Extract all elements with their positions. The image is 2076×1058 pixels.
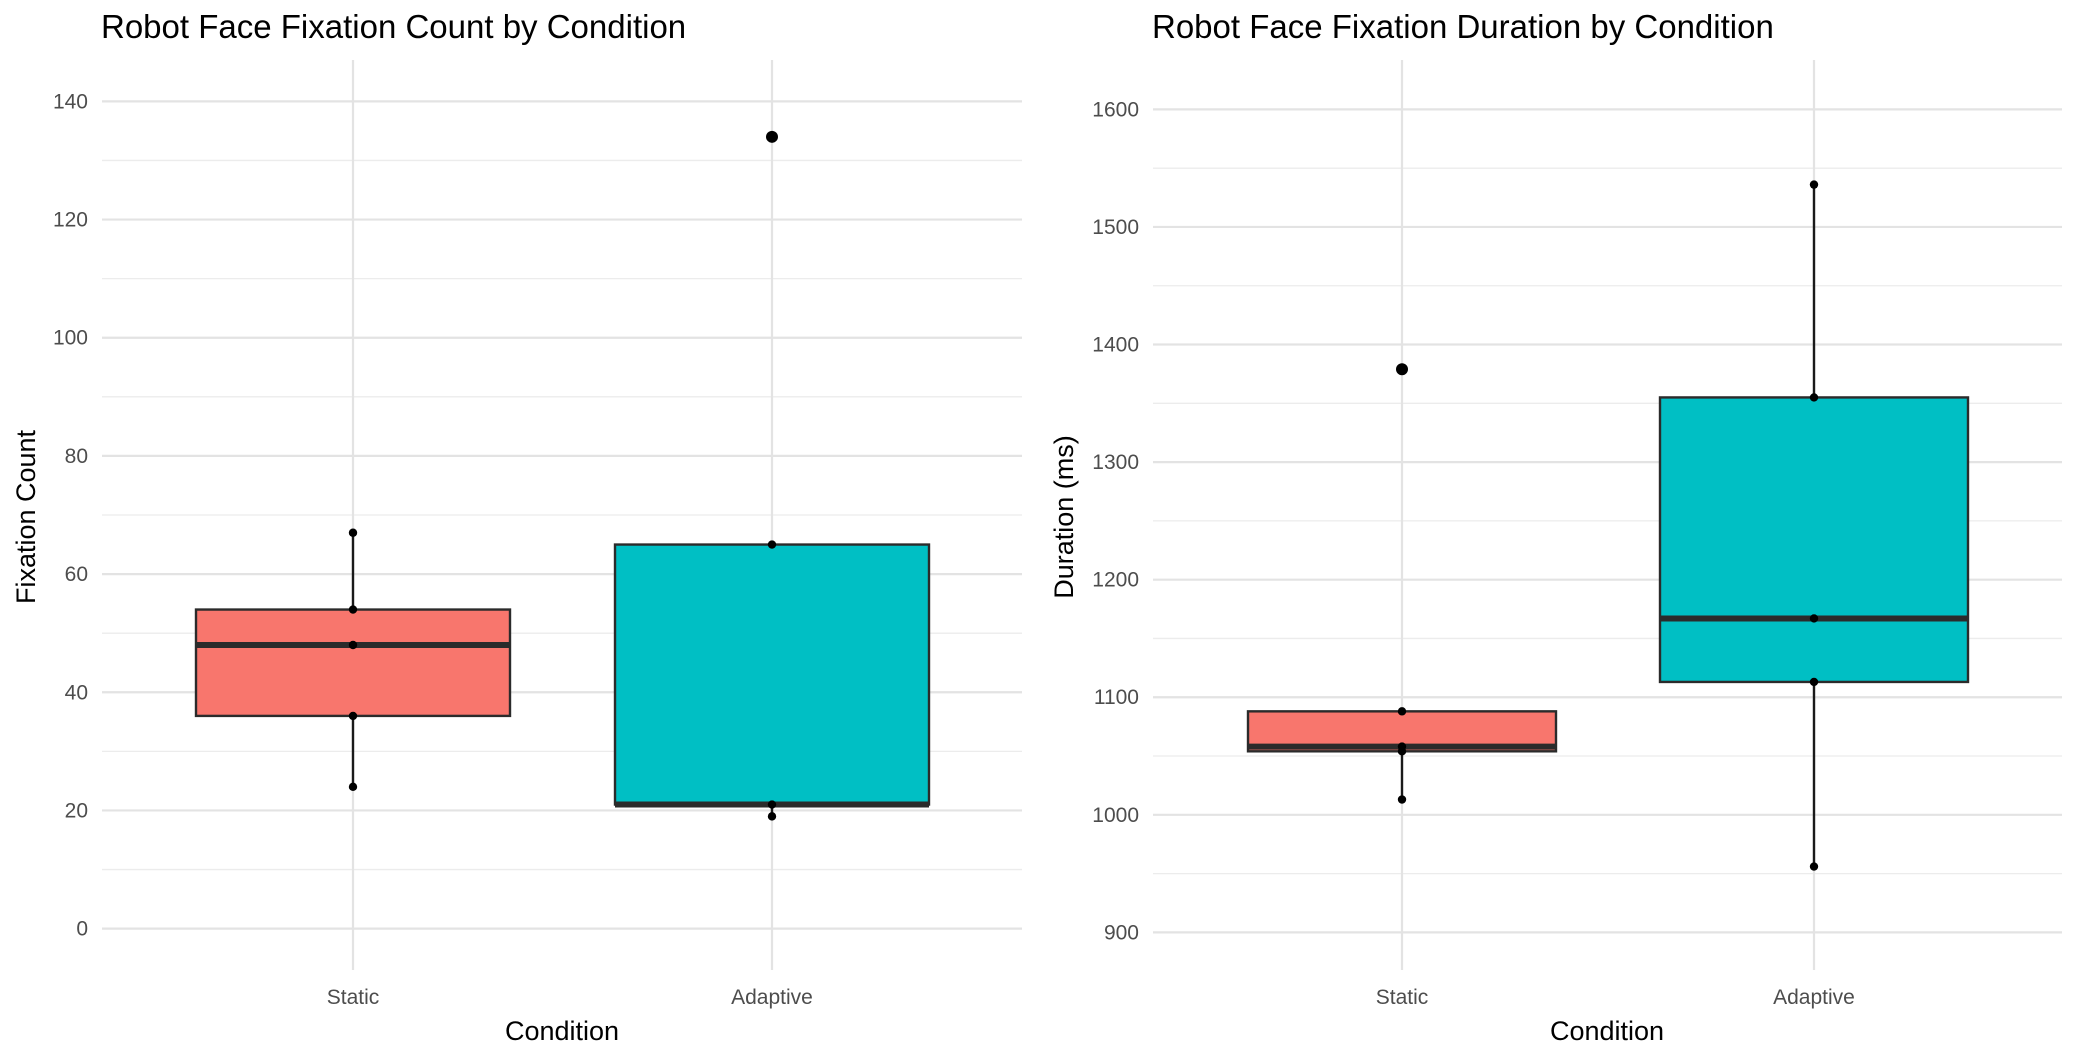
plot-marks: [1246, 180, 1970, 871]
grid: [1153, 60, 2062, 970]
data-point: [1397, 795, 1407, 804]
data-point: [348, 711, 358, 721]
iqr-box: [194, 608, 512, 718]
y-tick-label: 1600: [1092, 98, 1139, 121]
x-axis-title: Condition: [505, 1016, 619, 1046]
data-point: [1809, 393, 1819, 402]
y-tick-label: 80: [65, 445, 88, 468]
data-point: [1809, 614, 1819, 623]
chart-title: Robot Face Fixation Count by Condition: [101, 8, 686, 45]
data-point: [767, 812, 777, 821]
data-point: [348, 528, 358, 537]
y-tick-label: 140: [53, 90, 88, 113]
data-point: [1809, 677, 1819, 687]
y-tick-label: 0: [76, 918, 88, 941]
y-tick-label: 20: [65, 799, 88, 822]
data-point: [767, 540, 777, 549]
y-tick-label: 1100: [1094, 686, 1139, 709]
data-point: [348, 605, 358, 614]
y-tick-labels: 900 1000 1100 1200 1300 1400 1500 1600: [1092, 98, 1139, 944]
chart-title: Robot Face Fixation Duration by Conditio…: [1152, 8, 1774, 45]
y-tick-label: 100: [53, 327, 88, 350]
y-tick-label: 900: [1104, 921, 1139, 944]
y-tick-label: 1200: [1092, 569, 1139, 592]
y-tick-label: 1000: [1092, 804, 1139, 827]
data-point: [1809, 180, 1819, 189]
box-static: [1246, 363, 1558, 804]
y-tick-label: 120: [53, 209, 88, 232]
data-point: [1397, 707, 1407, 716]
panel-fixation-duration: Robot Face Fixation Duration by Conditio…: [1049, 8, 2062, 1046]
y-axis-title: Duration (ms): [1049, 435, 1079, 599]
y-tick-label: 1400: [1092, 334, 1139, 357]
data-point: [1397, 365, 1407, 374]
box-adaptive: [1658, 180, 1970, 871]
data-point: [348, 782, 358, 792]
x-tick-label: Static: [327, 986, 380, 1009]
iqr-box: [613, 543, 931, 806]
data-point: [1397, 742, 1407, 751]
iqr-box: [1658, 396, 1970, 684]
x-tick-label: Static: [1376, 986, 1429, 1009]
x-tick-labels: Static Adaptive: [1376, 986, 1855, 1009]
y-tick-label: 1500: [1092, 216, 1139, 239]
y-tick-labels: 0 20 40 60 80 100 120 140: [53, 90, 88, 940]
data-point: [767, 800, 777, 809]
box-adaptive: [613, 130, 931, 821]
data-point: [348, 640, 358, 650]
panel-fixation-count: Robot Face Fixation Count by Condition 0…: [11, 8, 1022, 1046]
box-static: [194, 528, 512, 792]
data-point: [1809, 862, 1819, 871]
x-tick-label: Adaptive: [731, 986, 813, 1009]
plot-marks: [194, 130, 931, 821]
y-axis-title: Fixation Count: [11, 429, 41, 604]
y-tick-label: 60: [65, 563, 88, 586]
x-axis-title: Condition: [1550, 1016, 1664, 1046]
x-tick-label: Adaptive: [1773, 986, 1855, 1009]
y-tick-label: 1300: [1092, 451, 1139, 474]
y-tick-label: 40: [65, 681, 88, 704]
data-point: [767, 132, 777, 142]
x-tick-labels: Static Adaptive: [327, 986, 813, 1009]
